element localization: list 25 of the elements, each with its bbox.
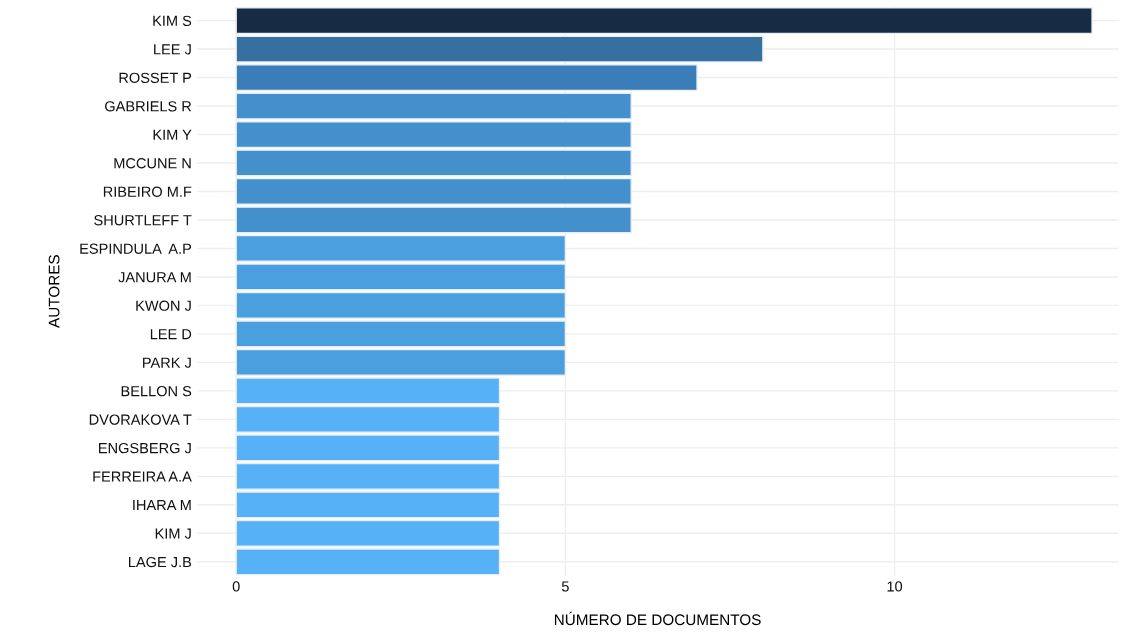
y-tick-label: JANURA M xyxy=(118,272,191,283)
y-tick-label: ROSSET P xyxy=(119,72,192,83)
y-tick-label: IHARA M xyxy=(133,500,191,511)
y-tick-label: KWON J xyxy=(136,300,191,311)
y-tick-label: KIM J xyxy=(155,528,191,539)
y-tick-label: KIM S xyxy=(153,15,192,26)
y-tick-label: DVORAKOVA T xyxy=(89,414,192,425)
x-tick-label: 10 xyxy=(887,581,903,592)
y-tick-label: LAGE J.B xyxy=(129,556,192,568)
y-tick-label: ESPINDULA A.P xyxy=(80,243,192,254)
x-tick-label: 5 xyxy=(561,581,569,592)
y-tick-label: GABRIELS R xyxy=(105,101,192,112)
y-tick-label: ENGSBERG J xyxy=(99,442,191,454)
x-tick-label: 0 xyxy=(232,581,240,592)
y-tick-label: FERREIRA A.A xyxy=(93,471,192,482)
y-tick-label: KIM Y xyxy=(153,129,192,140)
y-tick-label: BELLON S xyxy=(121,385,192,397)
y-tick-label: MCCUNE N xyxy=(114,158,191,169)
y-tick-label: LEE D xyxy=(150,329,192,340)
y-tick-label: PARK J xyxy=(143,357,191,368)
y-tick-label: LEE J xyxy=(154,44,191,55)
y-tick-label: SHURTLEFF T xyxy=(94,215,192,226)
y-axis-title: AUTORES xyxy=(48,255,60,328)
y-tick-label: RIBEIRO M.F xyxy=(103,186,192,197)
x-axis-title: NÚMERO DE DOCUMENTOS xyxy=(554,611,761,626)
